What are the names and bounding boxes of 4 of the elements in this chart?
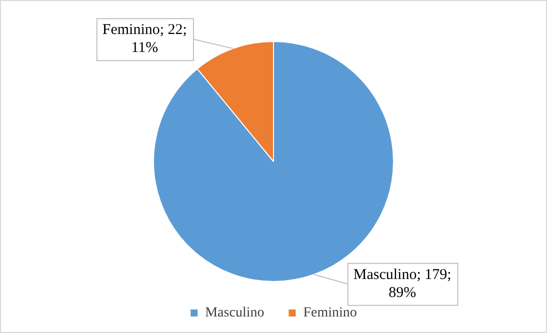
data-label: Masculino; 179; 89%: [353, 266, 452, 301]
legend-label: Feminino: [303, 306, 357, 321]
legend-label: Masculino: [205, 306, 264, 321]
data-label: Feminino; 22; 11%: [102, 22, 187, 56]
